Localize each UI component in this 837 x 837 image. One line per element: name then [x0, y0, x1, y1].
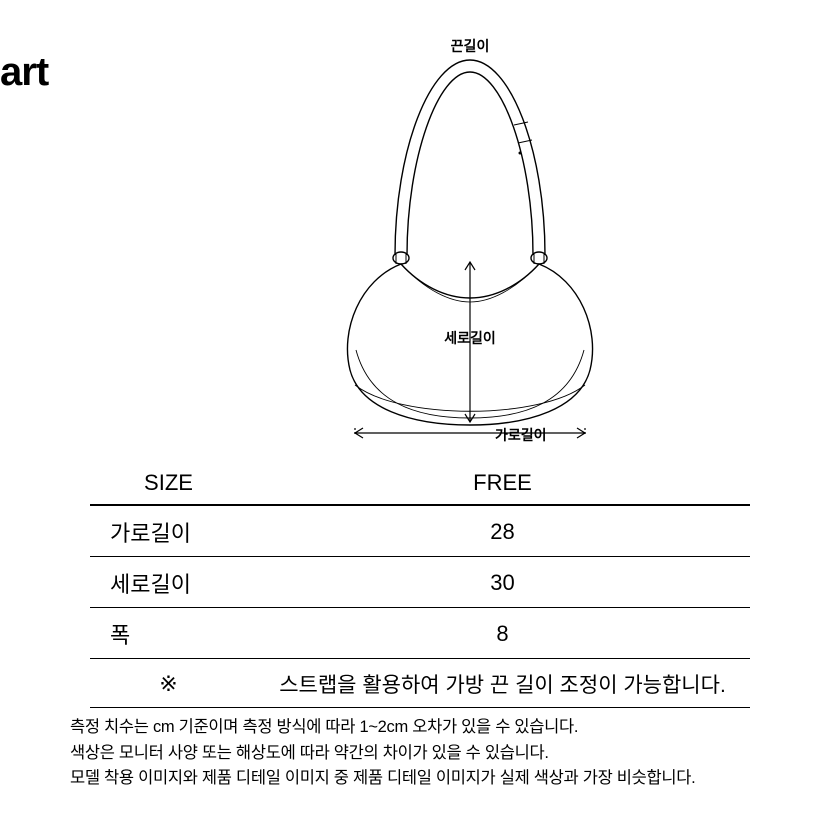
table-note-row: ※ 스트랩을 활용하여 가방 끈 길이 조정이 가능합니다.: [90, 659, 750, 708]
row-label: 가로길이: [90, 505, 255, 557]
row-value: 30: [255, 557, 750, 608]
note-text: 스트랩을 활용하여 가방 끈 길이 조정이 가능합니다.: [255, 659, 750, 708]
row-value: 8: [255, 608, 750, 659]
footnote-line: 색상은 모니터 사양 또는 해상도에 따라 약간의 차이가 있을 수 있습니다.: [70, 741, 770, 767]
diagram-label-height: 세로길이: [444, 328, 496, 348]
table-row: 세로길이 30: [90, 557, 750, 608]
bag-diagram: 끈길이 세로길이 가로길이: [300, 30, 640, 440]
size-table-header: SIZE FREE: [90, 460, 750, 505]
footnotes: 측정 치수는 cm 기준이며 측정 방식에 따라 1~2cm 오차가 있을 수 …: [70, 715, 770, 792]
row-label: 세로길이: [90, 557, 255, 608]
row-label: 폭: [90, 608, 255, 659]
note-symbol: ※: [90, 659, 255, 708]
header-free: FREE: [255, 460, 750, 505]
diagram-label-strap: 끈길이: [451, 36, 490, 56]
footnote-line: 모델 착용 이미지와 제품 디테일 이미지 중 제품 디테일 이미지가 실제 색…: [70, 766, 770, 792]
table-row: 가로길이 28: [90, 505, 750, 557]
page-title-partial: art: [0, 50, 48, 95]
table-row: 폭 8: [90, 608, 750, 659]
size-table: SIZE FREE 가로길이 28 세로길이 30 폭 8 ※ 스트랩을 활용하…: [90, 460, 750, 708]
diagram-label-width: 가로길이: [495, 425, 547, 445]
header-size: SIZE: [90, 460, 255, 505]
row-value: 28: [255, 505, 750, 557]
footnote-line: 측정 치수는 cm 기준이며 측정 방식에 따라 1~2cm 오차가 있을 수 …: [70, 715, 770, 741]
